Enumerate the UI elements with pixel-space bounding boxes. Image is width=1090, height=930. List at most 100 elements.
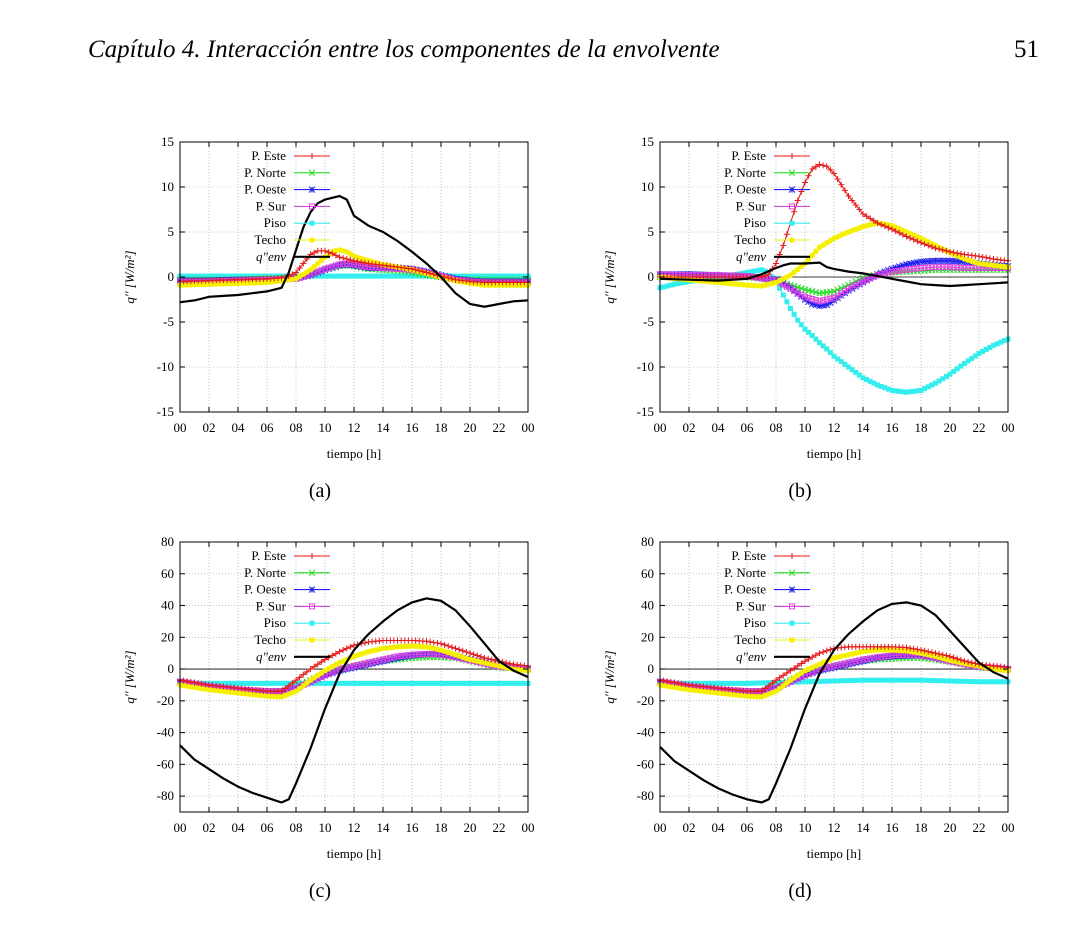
- data-point: [983, 254, 990, 261]
- x-tick-label: 20: [944, 420, 957, 435]
- data-point: [748, 680, 754, 686]
- data-point: [478, 680, 484, 686]
- data-point: [852, 658, 859, 665]
- data-point: [806, 679, 812, 685]
- data-point: [329, 652, 336, 659]
- data-point: [221, 273, 226, 279]
- data-point: [780, 242, 787, 249]
- data-point: [823, 665, 831, 673]
- data-point: [817, 340, 822, 346]
- data-point: [841, 187, 848, 194]
- x-tick-label: 16: [886, 820, 900, 835]
- legend-label: P. Sur: [736, 198, 767, 213]
- data-point: [206, 273, 212, 279]
- data-point: [521, 680, 527, 686]
- x-tick-label: 06: [261, 420, 275, 435]
- data-point: [347, 643, 354, 650]
- data-point: [358, 661, 365, 668]
- legend-entry-p-oeste: P. Oeste: [724, 582, 810, 597]
- data-point: [798, 293, 805, 300]
- x-axis-label: tiempo [h]: [807, 846, 862, 861]
- data-point: [329, 669, 336, 676]
- data-point: [184, 678, 191, 685]
- legend-entry-p-oeste: P. Oeste: [244, 582, 330, 597]
- legend-marker: [309, 203, 315, 210]
- data-point: [416, 651, 423, 658]
- data-point: [420, 273, 426, 279]
- data-point: [191, 679, 198, 686]
- data-point: [242, 273, 248, 279]
- data-point: [914, 677, 920, 683]
- data-point: [282, 680, 288, 686]
- data-point: [924, 257, 932, 265]
- data-point: [929, 382, 935, 388]
- legend-entry-techo: Techo: [734, 632, 810, 647]
- data-point: [831, 662, 837, 669]
- data-point: [351, 680, 357, 686]
- x-tick-label: 12: [348, 420, 361, 435]
- data-point: [849, 367, 855, 373]
- data-point: [784, 299, 790, 305]
- data-point: [235, 680, 241, 686]
- data-point: [773, 677, 779, 684]
- data-point: [701, 680, 706, 686]
- data-point: [506, 660, 513, 667]
- data-point: [892, 652, 899, 660]
- x-tick-label: 14: [377, 820, 391, 835]
- data-point: [409, 265, 415, 272]
- data-point: [715, 680, 721, 686]
- data-point: [246, 273, 252, 279]
- data-point: [278, 274, 285, 281]
- data-point: [866, 656, 874, 663]
- data-point: [340, 647, 347, 653]
- grid: [179, 541, 529, 812]
- x-tick-label: 18: [435, 420, 448, 435]
- chart-caption: (a): [308, 480, 332, 502]
- data-point: [787, 284, 794, 292]
- legend-label: q"env: [736, 649, 766, 664]
- x-tick-label: 08: [290, 820, 303, 835]
- data-point: [744, 680, 750, 686]
- data-point: [849, 677, 855, 683]
- legend-entry-p-oeste: P. Oeste: [724, 182, 810, 197]
- data-point: [445, 274, 452, 281]
- y-axis-label: q'' [W/m²]: [602, 650, 617, 703]
- legend-entry-piso: Piso: [264, 215, 330, 230]
- data-point: [337, 680, 342, 686]
- data-point: [239, 680, 245, 686]
- data-point: [408, 652, 416, 659]
- legend-entry-piso: Piso: [744, 615, 810, 630]
- legend-marker: [309, 620, 315, 626]
- data-point: [885, 652, 892, 659]
- series-group: [656, 601, 1012, 804]
- data-point: [441, 651, 448, 658]
- chart-b: -15 -10 -5 0 5 10 15 00 02 04 06 08 10 12 14 16 18 20 22 00…: [602, 134, 1015, 461]
- data-point: [322, 247, 328, 254]
- y-tick-label: 0: [648, 269, 655, 284]
- data-point: [777, 285, 783, 291]
- data-point: [816, 667, 823, 675]
- legend-marker: [309, 637, 315, 643]
- data-point: [864, 677, 870, 683]
- data-point: [337, 273, 342, 279]
- data-point: [268, 680, 274, 686]
- data-point: [812, 652, 819, 659]
- data-point: [881, 653, 888, 660]
- data-point: [932, 650, 939, 657]
- data-point: [328, 264, 336, 271]
- data-point: [755, 680, 761, 686]
- data-point: [878, 383, 884, 389]
- data-point: [943, 257, 950, 265]
- data-point: [748, 269, 754, 275]
- y-tick-label: 60: [161, 566, 174, 581]
- data-point: [809, 654, 816, 661]
- data-point: [322, 265, 328, 272]
- data-point: [943, 373, 949, 379]
- data-point: [769, 275, 776, 283]
- data-point: [361, 661, 369, 669]
- data-point: [820, 648, 827, 655]
- data-point: [704, 680, 710, 686]
- data-point: [314, 661, 321, 668]
- data-point: [838, 359, 844, 365]
- y-tick-label: -15: [637, 404, 654, 419]
